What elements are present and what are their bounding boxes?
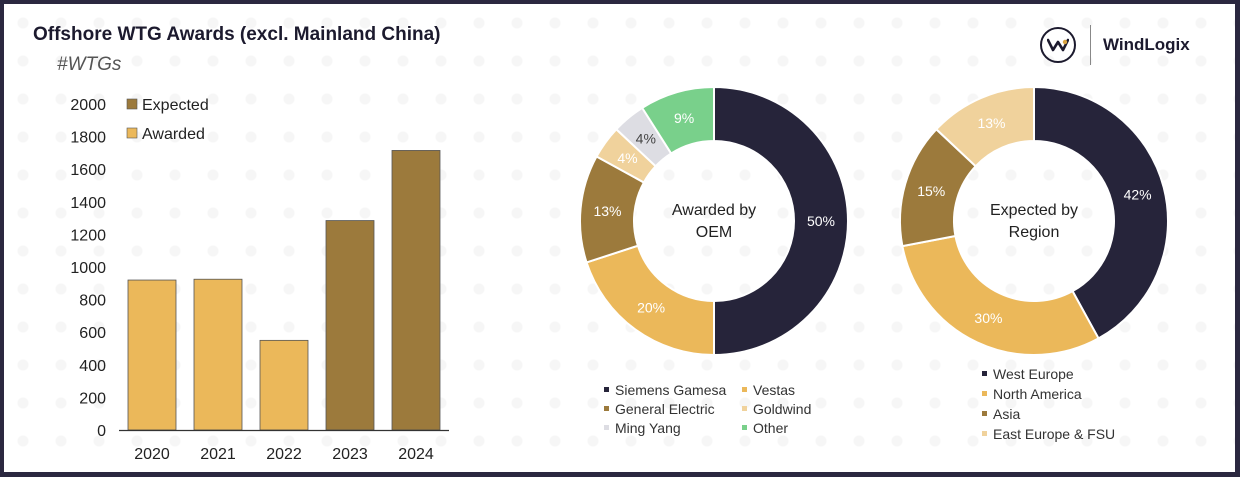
- donut-chart-region: 42% 30% 15% 13% Expected by Region: [899, 85, 1169, 356]
- slice-value-label: 13%: [593, 203, 621, 219]
- legend-swatch-expected: [126, 98, 138, 110]
- donut-chart-oem: 50% 20% 13% 4% 4% 9% Awarded by OEM: [579, 85, 849, 357]
- legend-label-expected: Expected: [142, 97, 209, 114]
- legend-swatch: [604, 405, 609, 411]
- windlogix-logo-icon: [1040, 27, 1076, 63]
- slice-value-label: 4%: [617, 150, 637, 166]
- legend-label-awarded: Awarded: [142, 126, 205, 143]
- brand-name: WindLogix: [1103, 35, 1190, 54]
- y-tick-label: 1200: [70, 227, 106, 244]
- slice-value-label: 15%: [917, 183, 945, 199]
- legend-swatch: [742, 424, 747, 430]
- x-tick-label: 2021: [200, 446, 236, 463]
- y-tick-label: 1800: [70, 130, 106, 147]
- x-tick-label: 2020: [134, 446, 170, 463]
- slice-value-label: 42%: [1124, 186, 1152, 202]
- legend-label: Goldwind: [753, 401, 812, 417]
- bar-awarded-2020: [127, 279, 177, 431]
- legend-item-goldwind: Goldwind: [742, 401, 811, 417]
- bar-expected-2023: [325, 220, 375, 431]
- legend-swatch: [982, 410, 987, 416]
- legend-item-ming-yang: Ming Yang: [604, 420, 681, 436]
- chart-subtitle: #WTGs: [57, 54, 122, 75]
- legend-region: West Europe North America Asia East Europe …: [982, 366, 1182, 456]
- legend-swatch: [982, 430, 987, 436]
- chart-title: Offshore WTG Awards (excl. Mainland Chin…: [33, 24, 441, 45]
- bar-expected-2024: [391, 150, 441, 431]
- slice-other: [640, 85, 715, 155]
- slice-north-america: [901, 234, 1100, 356]
- x-tick-label: 2024: [398, 446, 434, 463]
- slice-siemens-gamesa: [713, 85, 849, 357]
- brand: WindLogix: [1040, 22, 1190, 68]
- legend-swatch-awarded: [126, 127, 138, 139]
- legend-label: Ming Yang: [615, 420, 681, 436]
- legend-label: East Europe & FSU: [993, 426, 1116, 442]
- x-tick-label: 2023: [332, 446, 368, 463]
- legend-label: Vestas: [753, 382, 796, 398]
- y-tick-label: 1400: [70, 195, 106, 212]
- legend-swatch: [604, 424, 609, 430]
- legend-label: Other: [753, 420, 789, 436]
- slice-west-europe: [1033, 85, 1169, 340]
- bar-awarded-2022: [259, 339, 309, 431]
- legend-label: North America: [993, 386, 1082, 402]
- donut-center-label: Expected by: [990, 202, 1078, 219]
- legend-label: Siemens Gamesa: [615, 382, 727, 398]
- brand-separator: [1090, 25, 1091, 65]
- legend-label: Asia: [993, 406, 1021, 422]
- slice-value-label: 4%: [636, 131, 656, 147]
- x-tick-label: 2022: [266, 446, 302, 463]
- legend-oem: Siemens Gamesa Vestas General Electric Gold…: [604, 382, 864, 452]
- legend-item-vestas: Vestas: [742, 382, 795, 398]
- y-tick-label: 600: [79, 325, 106, 342]
- slice-east-europe-fsu: [934, 85, 1035, 168]
- donut-center-label: Awarded by: [672, 202, 756, 219]
- donut-center-label: Region: [1009, 224, 1060, 241]
- legend-item-general-electric: General Electric: [604, 401, 715, 417]
- slice-value-label: 20%: [637, 300, 665, 316]
- y-tick-label: 1600: [70, 162, 106, 179]
- slice-value-label: 9%: [674, 110, 694, 126]
- legend-swatch: [604, 386, 609, 392]
- legend-swatch: [982, 370, 987, 376]
- y-tick-label: 200: [79, 390, 106, 407]
- bar-chart: 0 200 400 600 800 1000 1200 1400 1600 1800 2000 202…: [70, 97, 449, 463]
- slice-value-label: 30%: [974, 310, 1002, 326]
- legend-swatch: [742, 386, 747, 392]
- y-tick-label: 0: [97, 423, 106, 440]
- legend-item-asia: Asia: [982, 406, 1020, 422]
- donut-center-label: OEM: [696, 224, 732, 241]
- legend-item-north-america: North America: [982, 386, 1082, 402]
- y-tick-label: 400: [79, 358, 106, 375]
- legend-swatch: [982, 390, 987, 396]
- slice-value-label: 50%: [807, 213, 835, 229]
- legend-item-east-europe-fsu: East Europe & FSU: [982, 426, 1115, 442]
- legend-swatch: [742, 405, 747, 411]
- legend-item-west-europe: West Europe: [982, 366, 1074, 382]
- legend-item-other: Other: [742, 420, 788, 436]
- chart-card: Offshore WTG Awards (excl. Mainland Chin…: [4, 4, 1235, 472]
- legend-label: General Electric: [615, 401, 715, 417]
- y-tick-label: 1000: [70, 260, 106, 277]
- legend-item-siemens-gamesa: Siemens Gamesa: [604, 382, 726, 398]
- y-tick-label: 800: [79, 293, 106, 310]
- y-tick-label: 2000: [70, 97, 106, 114]
- legend-label: West Europe: [993, 366, 1074, 382]
- bar-awarded-2021: [193, 278, 243, 431]
- slice-value-label: 13%: [977, 115, 1005, 131]
